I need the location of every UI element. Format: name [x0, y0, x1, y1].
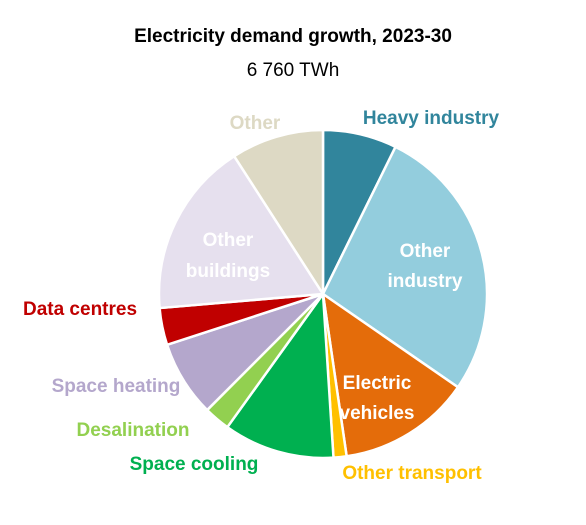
pie-slice-space-cooling [226, 292, 335, 460]
slice-label-heavy-industry: Heavy industry [363, 108, 500, 129]
pie-slice-other-buildings [157, 154, 325, 310]
slice-label-other: Other [230, 113, 281, 134]
slice-label-space-heating: Space heating [52, 376, 181, 397]
slice-label-electric-vehicles: Electric vehicles [340, 373, 415, 424]
pie-slice-other [232, 128, 325, 296]
slice-label-data-centres: Data centres [23, 299, 137, 320]
slice-label-other-industry: Other industry [388, 241, 463, 292]
slice-label-desalination: Desalination [77, 420, 190, 441]
chart-title: Electricity demand growth, 2023-30 [134, 26, 452, 47]
pie-slice-other-industry [321, 145, 489, 389]
chart-subtitle: 6 760 TWh [246, 60, 340, 81]
slice-label-space-cooling: Space cooling [130, 454, 259, 475]
slice-label-other-transport: Other transport [342, 463, 482, 484]
slice-label-other-buildings: Other buildings [186, 230, 270, 282]
pie-slice-electric-vehicles [321, 292, 460, 458]
